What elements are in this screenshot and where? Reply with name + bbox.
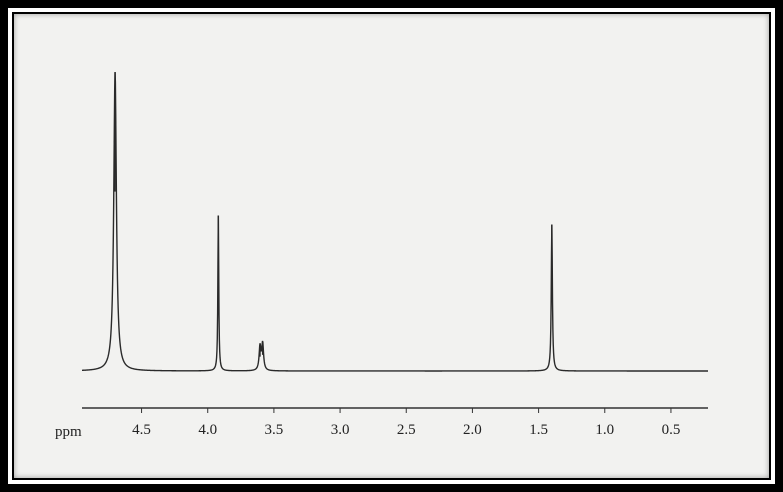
- x-tick-label: 2.0: [463, 422, 482, 438]
- x-tick-label: 3.0: [331, 422, 350, 438]
- spectrum-trace: [81, 72, 708, 372]
- x-tick-label: 4.0: [198, 422, 217, 438]
- peak-markers: [114, 72, 553, 357]
- x-axis-label: ppm: [55, 424, 82, 440]
- spectrum-panel: [12, 12, 771, 480]
- x-tick-label: 3.5: [265, 422, 284, 438]
- x-tick-label: 1.5: [529, 422, 548, 438]
- x-axis-ticks: 4.5 4.0 3.5 3.0 2.5 2.0 1.5 1.0 0.5: [132, 408, 680, 438]
- x-tick-label: 1.0: [595, 422, 614, 438]
- x-tick-label: 2.5: [397, 422, 416, 438]
- x-tick-label: 4.5: [132, 422, 151, 438]
- x-tick-label: 0.5: [662, 422, 681, 438]
